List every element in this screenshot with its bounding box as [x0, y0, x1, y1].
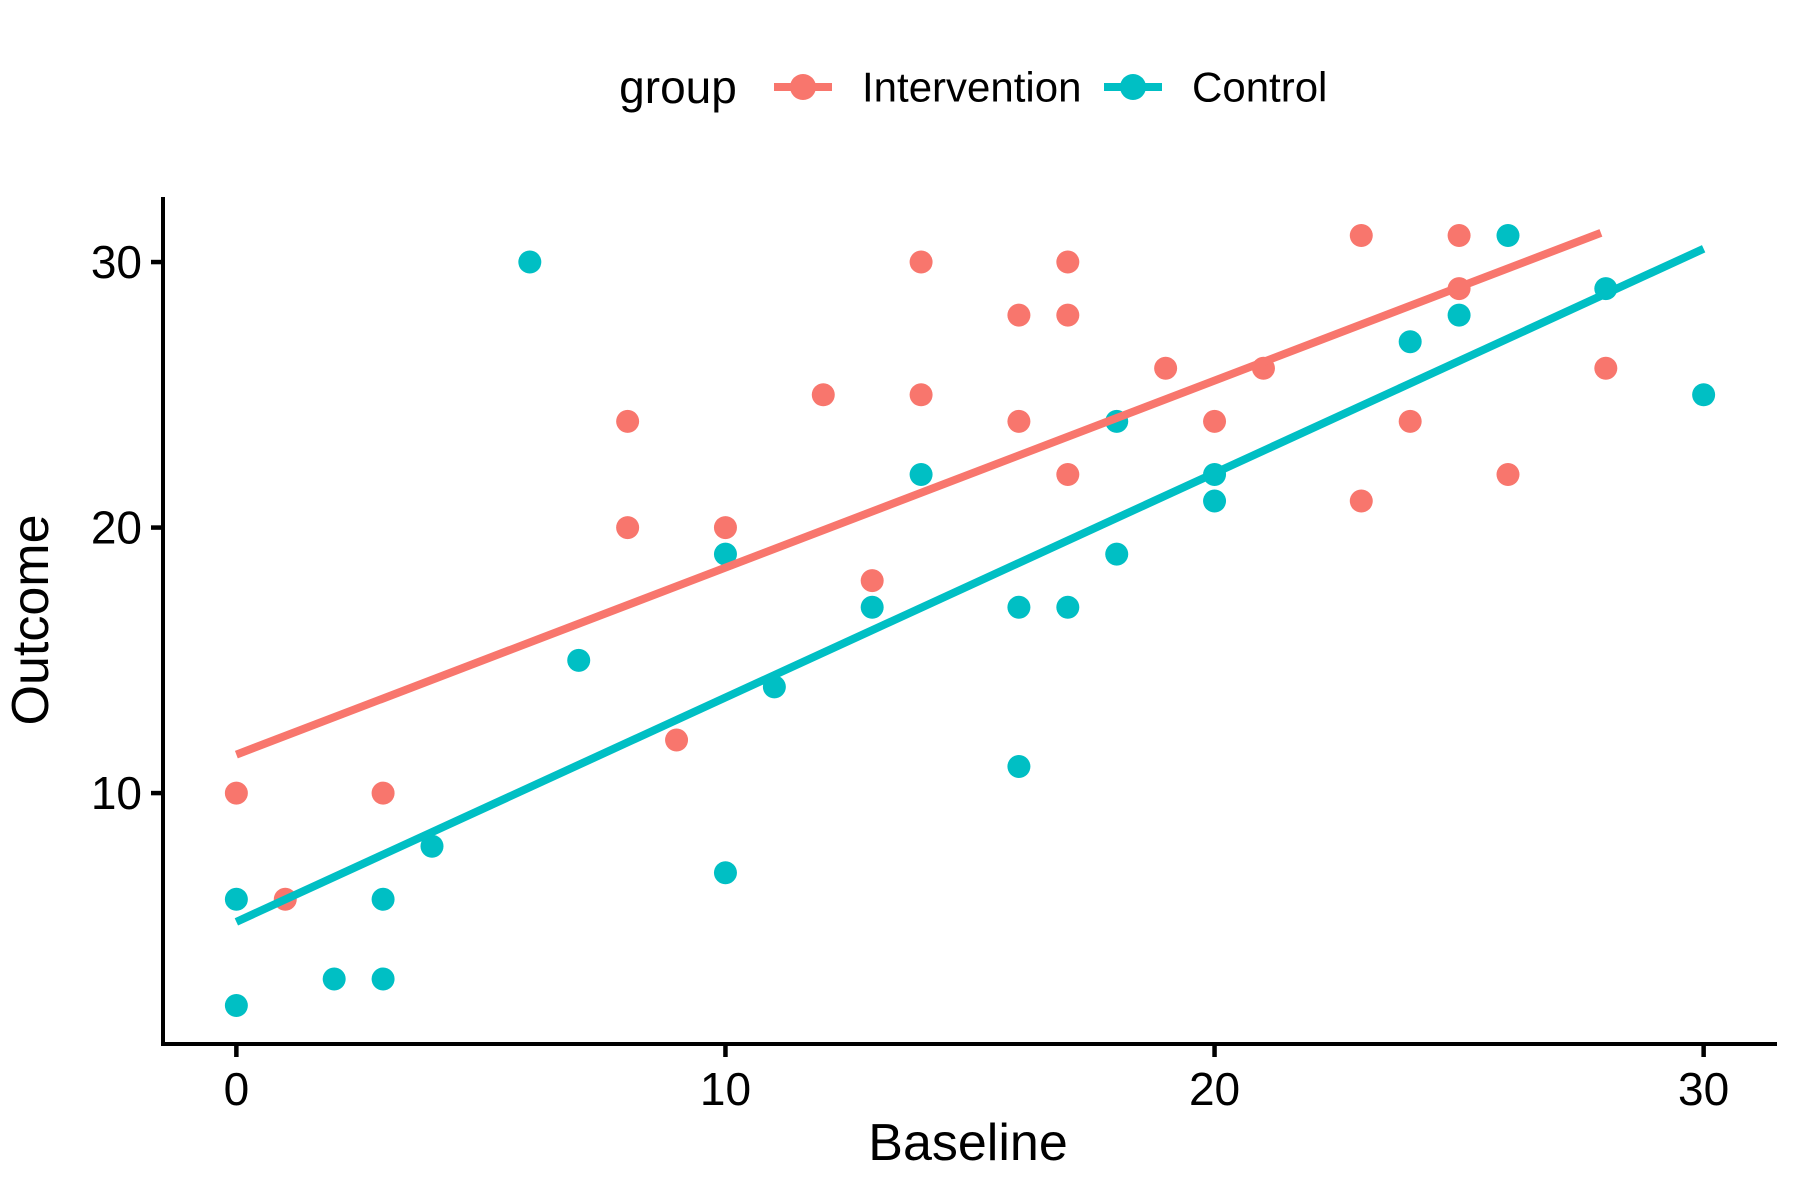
legend-key-dot-control-icon	[1120, 74, 1146, 100]
point-control	[371, 967, 395, 991]
legend: group Intervention Control	[619, 61, 1327, 113]
y-tick-label: 20	[91, 502, 142, 554]
legend-label-intervention: Intervention	[862, 64, 1081, 111]
point-intervention	[1007, 303, 1031, 327]
x-tick-label: 10	[700, 1063, 751, 1115]
y-axis-title: Outcome	[2, 515, 60, 726]
point-intervention	[1203, 409, 1227, 433]
x-tick-label: 0	[224, 1063, 250, 1115]
x-tick-label: 30	[1678, 1063, 1729, 1115]
point-intervention	[1056, 250, 1080, 274]
point-intervention	[713, 516, 737, 540]
x-tick-label: 20	[1189, 1063, 1240, 1115]
legend-label-control: Control	[1192, 64, 1327, 111]
axis-lines	[161, 197, 1777, 1046]
point-control	[909, 462, 933, 486]
point-intervention	[1496, 462, 1520, 486]
point-control	[1105, 542, 1129, 566]
point-intervention	[665, 728, 689, 752]
point-intervention	[909, 250, 933, 274]
point-intervention	[1349, 489, 1373, 513]
point-control	[371, 887, 395, 911]
point-intervention	[1398, 409, 1422, 433]
point-intervention	[1154, 356, 1178, 380]
point-control	[713, 861, 737, 885]
axis-ticks: 0 10 20 30 10 20 30	[91, 236, 1729, 1115]
point-intervention	[1349, 224, 1373, 247]
legend-title: group	[619, 61, 737, 113]
trend-line-intervention	[234, 229, 1603, 759]
point-control	[1398, 330, 1422, 354]
point-intervention	[1056, 303, 1080, 327]
point-control	[322, 967, 346, 991]
y-tick-label: 30	[91, 236, 142, 288]
point-intervention	[860, 569, 884, 593]
point-intervention	[616, 516, 640, 540]
point-control	[224, 887, 248, 911]
point-control	[1496, 224, 1520, 247]
y-tick-label: 10	[91, 767, 142, 819]
point-control	[1203, 489, 1227, 513]
point-intervention	[1594, 356, 1618, 380]
legend-key-dot-intervention-icon	[790, 74, 816, 100]
point-control	[860, 595, 884, 619]
point-control	[567, 648, 591, 672]
point-control	[1447, 303, 1471, 327]
point-control	[1007, 595, 1031, 619]
point-control	[224, 994, 248, 1017]
point-intervention	[811, 383, 835, 407]
point-control	[1007, 755, 1031, 779]
point-intervention	[371, 781, 395, 805]
point-intervention	[1007, 409, 1031, 433]
point-control	[518, 250, 542, 274]
point-intervention	[224, 781, 248, 805]
point-intervention	[909, 383, 933, 407]
trend-line-control	[234, 245, 1706, 926]
point-intervention	[616, 409, 640, 433]
point-control	[420, 834, 444, 858]
legend-item-intervention: Intervention	[774, 64, 1081, 111]
x-axis-title: Baseline	[868, 1114, 1067, 1172]
point-control	[1692, 383, 1716, 407]
trend-lines	[234, 229, 1706, 926]
point-intervention	[1056, 462, 1080, 486]
point-control	[1056, 595, 1080, 619]
legend-item-control: Control	[1104, 64, 1327, 111]
point-control	[713, 542, 737, 566]
point-intervention	[1447, 224, 1471, 247]
